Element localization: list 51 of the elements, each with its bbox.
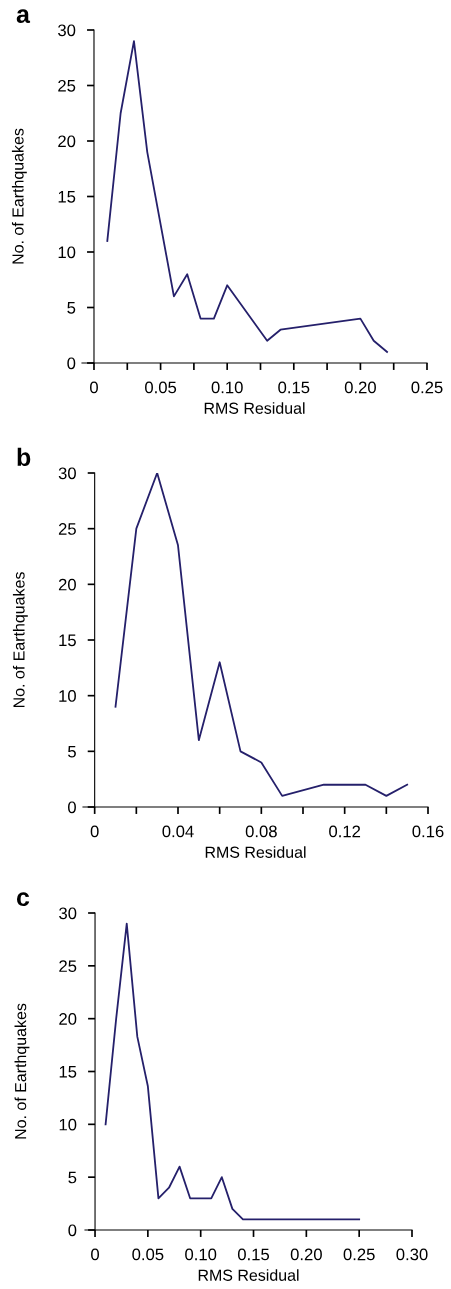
x-tick-label: 0.25: [343, 1248, 375, 1261]
y-tick-label: 10: [59, 1118, 77, 1131]
x-tick-label: 0.05: [145, 381, 177, 394]
y-tick-label: 0: [67, 801, 76, 814]
y-axis-title: No. of Earthquakes: [11, 128, 27, 264]
x-tick-label: 0.16: [412, 825, 444, 838]
text: a: [16, 9, 31, 24]
y-tick-label: 30: [58, 24, 76, 37]
y-tick-label: 15: [58, 191, 76, 203]
x-tick-label: 0: [91, 1248, 100, 1261]
y-tick-label: 20: [58, 135, 76, 148]
y-tick-label: 10: [58, 246, 76, 259]
y-axis-title: No. of Earthquakes: [14, 1003, 30, 1139]
x-tick-label: 0.30: [396, 1248, 428, 1261]
y-tick-label: 25: [58, 523, 76, 535]
x-tick-label: 0.05: [132, 1248, 164, 1261]
y-tick-label: 20: [58, 578, 76, 591]
x-axis-title: RMS Residual: [205, 846, 306, 858]
x-tick-label: 0.04: [162, 825, 194, 838]
y-tick-label: 15: [59, 1066, 77, 1078]
x-tick-label: 0.15: [278, 381, 310, 394]
text: b: [17, 447, 31, 467]
x-tick-label: 0: [90, 825, 99, 838]
y-tick-label: 30: [58, 467, 76, 480]
x-tick-label: 0.10: [185, 1248, 217, 1261]
line-series: [104, 922, 361, 1221]
y-tick-label: 5: [67, 302, 76, 314]
x-axis-title: RMS Residual: [204, 402, 305, 414]
x-tick-label: 0: [90, 381, 98, 394]
x-tick-label: 0.20: [344, 381, 376, 394]
x-tick-label: 0.08: [245, 825, 277, 838]
y-tick-label: 5: [68, 745, 76, 758]
y-tick-label: 25: [59, 960, 77, 973]
y-tick-label: 25: [58, 79, 76, 92]
y-tick-label: 15: [59, 634, 76, 647]
x-tick-label: 0.25: [411, 381, 443, 394]
y-tick-label: 5: [68, 1171, 77, 1184]
y-tick-label: 0: [67, 357, 76, 370]
x-tick-label: 0.20: [290, 1248, 322, 1261]
line-series: [114, 473, 409, 797]
x-tick-label: 0.10: [211, 381, 243, 394]
y-tick-label: 0: [68, 1224, 77, 1237]
x-axis-title: RMS Residual: [198, 1269, 299, 1281]
x-tick-label: 0.12: [329, 825, 361, 838]
y-tick-label: 10: [59, 690, 76, 702]
y-axis-title: No. of Earthquakes: [12, 572, 28, 708]
y-tick-label: 30: [59, 907, 77, 920]
text: c: [16, 892, 30, 907]
line-series: [106, 40, 388, 353]
x-tick-label: 0.15: [237, 1248, 270, 1261]
y-tick-label: 20: [59, 1013, 77, 1025]
